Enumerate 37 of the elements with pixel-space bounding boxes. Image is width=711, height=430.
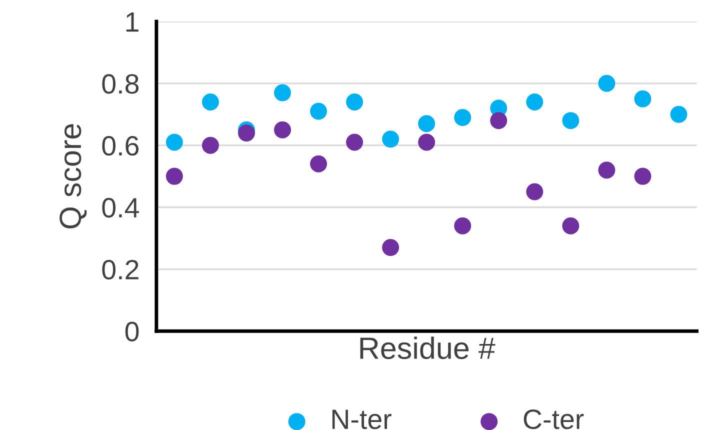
point — [310, 155, 328, 172]
point — [166, 168, 183, 185]
point — [670, 106, 688, 123]
x-axis-title: Residue # — [360, 336, 496, 360]
point — [598, 162, 616, 179]
y-tick-label: 0.8 — [102, 74, 139, 94]
point — [526, 93, 544, 110]
y-tick-label: 1 — [126, 12, 138, 32]
point — [202, 136, 219, 154]
point — [382, 239, 400, 256]
point — [454, 108, 472, 126]
y-axis-title: Q score — [60, 124, 87, 228]
point — [634, 90, 652, 108]
point — [490, 112, 508, 130]
point — [454, 217, 472, 234]
legend-label: N-ter — [332, 410, 392, 430]
point — [166, 134, 183, 151]
point — [526, 183, 544, 200]
point — [274, 121, 292, 138]
point — [310, 102, 328, 120]
point — [202, 93, 219, 110]
point — [346, 134, 364, 151]
point — [418, 134, 436, 151]
point — [238, 124, 255, 142]
y-tick-label: 0.4 — [102, 198, 139, 218]
point — [562, 217, 580, 234]
legend-label: C-ter — [524, 409, 584, 430]
point — [346, 93, 364, 110]
point — [562, 112, 580, 130]
y-tick-label: 0 — [125, 322, 139, 342]
point — [418, 115, 436, 132]
point — [634, 168, 652, 185]
y-tick-label: 0.6 — [102, 136, 139, 156]
point — [274, 84, 292, 102]
point — [382, 130, 400, 148]
y-tick-label: 0.2 — [102, 260, 138, 280]
point — [598, 74, 616, 92]
